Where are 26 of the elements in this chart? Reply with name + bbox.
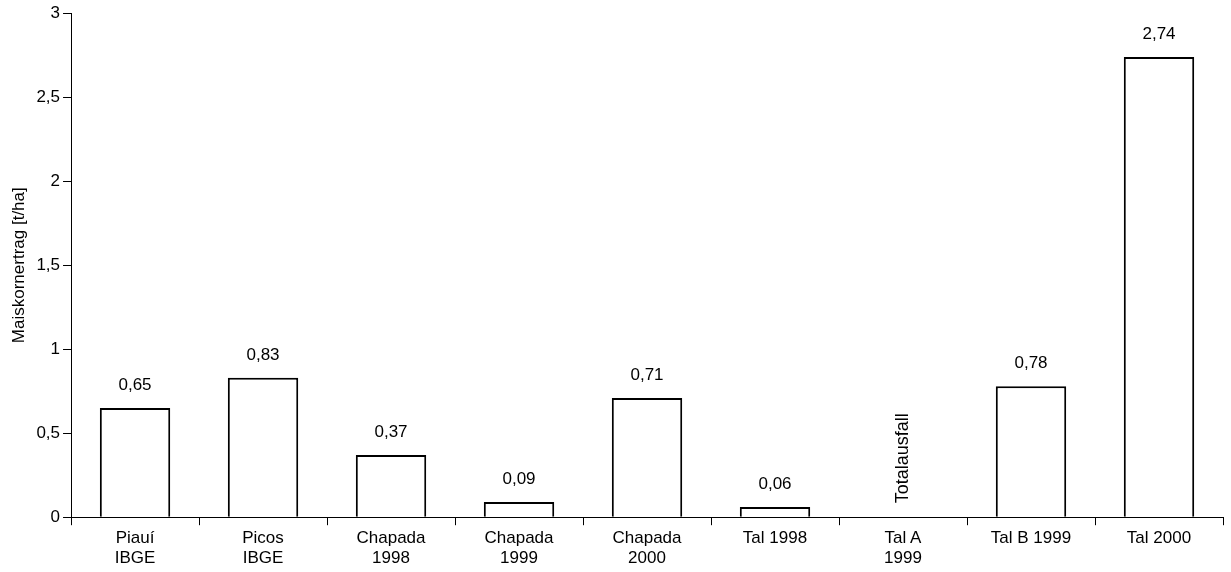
y-tick-label: 0 <box>50 506 61 526</box>
y-tick-label: 1 <box>50 338 61 358</box>
x-tick-label: Chapada 1998 <box>356 528 427 568</box>
y-tick-label: 1,5 <box>36 254 61 274</box>
x-tick-label: Chapada 1999 <box>484 528 555 568</box>
x-tick-label: Piauí IBGE <box>114 528 156 568</box>
x-tick-label: Tal A 1999 <box>884 528 923 568</box>
data-label: 0,71 <box>630 365 664 385</box>
data-label: Totalausfall <box>891 413 912 504</box>
y-tick-label: 2,5 <box>36 86 61 106</box>
x-tick-label: Tal 2000 <box>1126 528 1192 548</box>
y-tick-label: 3 <box>50 2 61 22</box>
data-label: 2,74 <box>1142 24 1176 44</box>
x-tick-label: Tal 1998 <box>742 528 808 548</box>
x-tick-label: Picos IBGE <box>242 528 284 568</box>
y-tick-label: 0,5 <box>36 422 61 442</box>
data-label: 0,37 <box>374 422 408 442</box>
data-label: 0,78 <box>1014 353 1048 373</box>
data-label: 0,09 <box>502 469 536 489</box>
data-label: 0,83 <box>246 344 280 364</box>
y-tick-label: 2 <box>50 170 61 190</box>
data-label: 0,06 <box>758 474 792 494</box>
x-tick-label: Tal B 1999 <box>990 528 1072 548</box>
y-axis-title: Maiskornertrag [t/ha] <box>8 187 28 344</box>
data-label: 0,65 <box>118 375 152 395</box>
x-tick-label: Chapada 2000 <box>612 528 683 568</box>
